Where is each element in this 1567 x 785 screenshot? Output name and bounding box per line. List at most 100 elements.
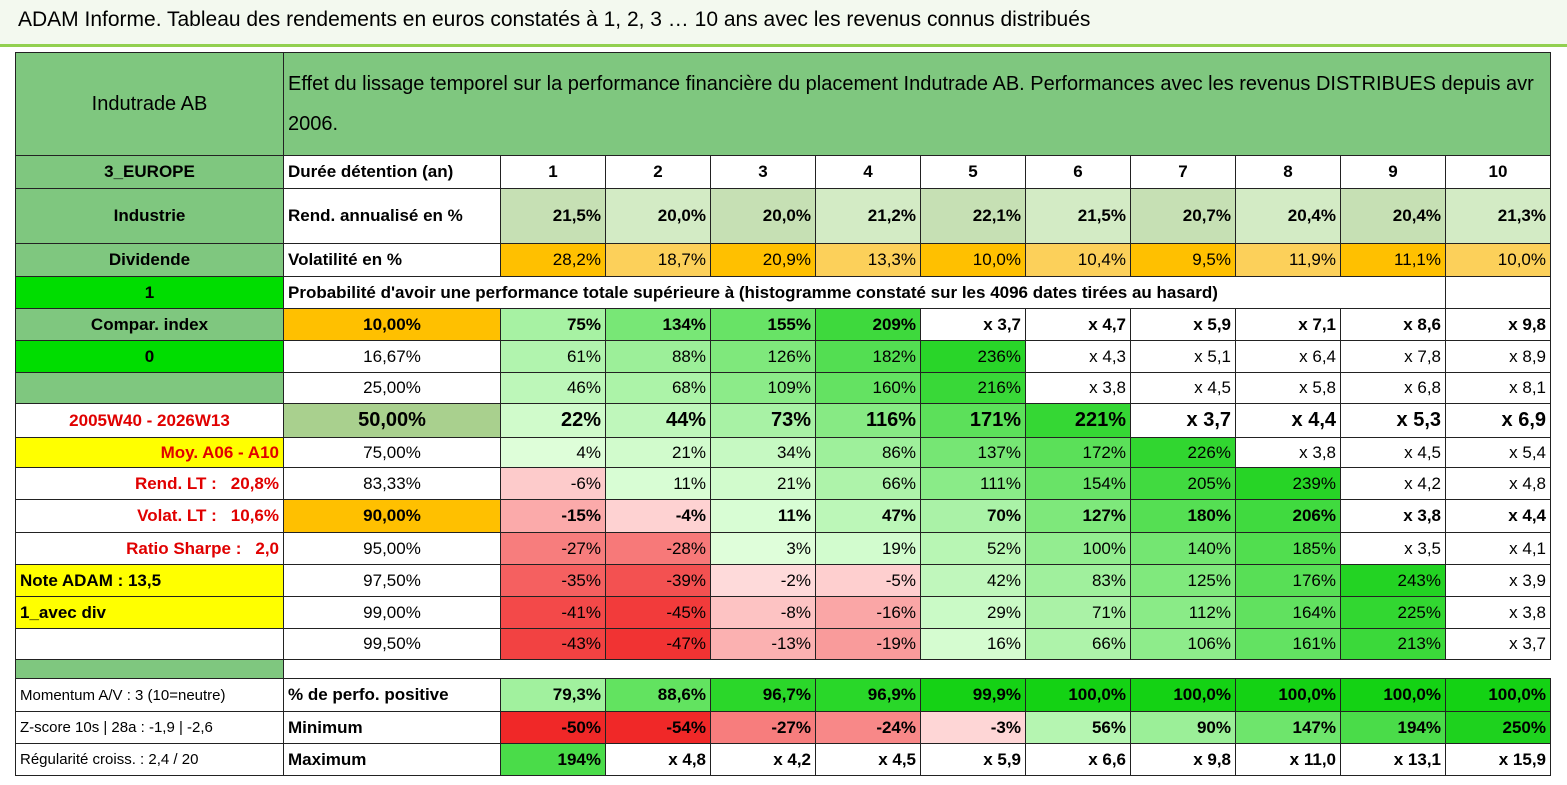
- value-cell: 20,4%: [1235, 188, 1341, 244]
- value-cell: 209%: [815, 308, 921, 341]
- row-caption: Durée détention (an): [283, 155, 501, 189]
- value-cell: 8: [1235, 155, 1341, 189]
- value-cell: 4%: [500, 437, 606, 468]
- value-cell: 11%: [710, 499, 816, 533]
- value-cell: -28%: [605, 532, 711, 565]
- value-cell: 70%: [920, 499, 1026, 533]
- value-cell: 100,0%: [1445, 678, 1551, 712]
- row-label: [15, 372, 284, 404]
- value-cell: x 4,4: [1445, 499, 1551, 533]
- row-caption: Probabilité d'avoir une performance tota…: [283, 276, 1446, 309]
- row-label: 1_avec div: [15, 596, 284, 629]
- value-cell: 100,0%: [1025, 678, 1131, 712]
- value-cell: 171%: [920, 403, 1026, 438]
- value-cell: 239%: [1235, 467, 1341, 500]
- row-caption: 95,00%: [283, 532, 501, 565]
- value-cell: 66%: [815, 467, 921, 500]
- value-cell: -13%: [710, 628, 816, 660]
- header-name: Indutrade AB: [15, 52, 284, 156]
- cell: [1445, 276, 1551, 309]
- value-cell: x 6,4: [1235, 340, 1341, 373]
- value-cell: -24%: [815, 711, 921, 744]
- row-caption: Maximum: [283, 743, 501, 776]
- value-cell: 20,4%: [1340, 188, 1446, 244]
- value-cell: x 4,8: [605, 743, 711, 776]
- value-cell: x 3,8: [1025, 372, 1131, 404]
- value-cell: x 4,2: [710, 743, 816, 776]
- value-cell: 161%: [1235, 628, 1341, 660]
- value-cell: 96,7%: [710, 678, 816, 712]
- value-cell: x 3,8: [1340, 499, 1446, 533]
- value-cell: 11%: [605, 467, 711, 500]
- value-cell: 88,6%: [605, 678, 711, 712]
- value-cell: x 3,7: [920, 308, 1026, 341]
- value-cell: 47%: [815, 499, 921, 533]
- row-caption: 10,00%: [283, 308, 501, 341]
- row-label-text: Rend. LT :: [134, 473, 217, 493]
- value-cell: x 3,8: [1235, 437, 1341, 468]
- value-cell: 116%: [815, 403, 921, 438]
- value-cell: -2%: [710, 564, 816, 597]
- value-cell: 112%: [1130, 596, 1236, 629]
- value-cell: 11,1%: [1340, 243, 1446, 277]
- row-caption: 16,67%: [283, 340, 501, 373]
- value-cell: 68%: [605, 372, 711, 404]
- value-cell: -15%: [500, 499, 606, 533]
- value-cell: 21%: [605, 437, 711, 468]
- row-label-text: Volat. LT :: [137, 506, 217, 525]
- value-cell: x 5,3: [1340, 403, 1446, 438]
- value-cell: 164%: [1235, 596, 1341, 629]
- value-cell: -45%: [605, 596, 711, 629]
- row-caption: 25,00%: [283, 372, 501, 404]
- value-cell: -41%: [500, 596, 606, 629]
- value-cell: -5%: [815, 564, 921, 597]
- value-cell: 79,3%: [500, 678, 606, 712]
- value-cell: 100,0%: [1130, 678, 1236, 712]
- value-cell: 160%: [815, 372, 921, 404]
- row-caption: 83,33%: [283, 467, 501, 500]
- row-label: Ratio Sharpe : 2,0: [15, 532, 284, 565]
- value-cell: x 8,6: [1340, 308, 1446, 341]
- value-cell: x 13,1: [1340, 743, 1446, 776]
- value-cell: x 4,7: [1025, 308, 1131, 341]
- value-cell: 155%: [710, 308, 816, 341]
- value-cell: x 5,9: [1130, 308, 1236, 341]
- value-cell: x 3,9: [1445, 564, 1551, 597]
- value-cell: 42%: [920, 564, 1026, 597]
- value-cell: 10: [1445, 155, 1551, 189]
- value-cell: -6%: [500, 467, 606, 500]
- value-cell: x 4,5: [1340, 437, 1446, 468]
- value-cell: x 8,9: [1445, 340, 1551, 373]
- value-cell: x 7,1: [1235, 308, 1341, 341]
- value-cell: 20,9%: [710, 243, 816, 277]
- value-cell: x 3,7: [1445, 628, 1551, 660]
- value-cell: 19%: [815, 532, 921, 565]
- value-cell: x 5,9: [920, 743, 1026, 776]
- value-cell: x 4,8: [1445, 467, 1551, 500]
- value-cell: -54%: [605, 711, 711, 744]
- row-caption: 99,50%: [283, 628, 501, 660]
- value-cell: 140%: [1130, 532, 1236, 565]
- row-label: Momentum A/V : 3 (10=neutre): [15, 678, 284, 712]
- value-cell: 28,2%: [500, 243, 606, 277]
- row-label: [15, 628, 284, 660]
- value-cell: 46%: [500, 372, 606, 404]
- value-cell: -35%: [500, 564, 606, 597]
- value-cell: -19%: [815, 628, 921, 660]
- row-label-value: 10,6%: [230, 506, 279, 525]
- value-cell: 7: [1130, 155, 1236, 189]
- row-caption: Minimum: [283, 711, 501, 744]
- row-label: 2005W40 - 2026W13: [15, 403, 284, 438]
- row-caption: 99,00%: [283, 596, 501, 629]
- value-cell: 90%: [1130, 711, 1236, 744]
- value-cell: 134%: [605, 308, 711, 341]
- value-cell: 100,0%: [1235, 678, 1341, 712]
- value-cell: 9,5%: [1130, 243, 1236, 277]
- value-cell: 20,0%: [605, 188, 711, 244]
- value-cell: -4%: [605, 499, 711, 533]
- value-cell: x 6,8: [1340, 372, 1446, 404]
- value-cell: 21%: [710, 467, 816, 500]
- row-label: 1: [15, 276, 284, 309]
- value-cell: -39%: [605, 564, 711, 597]
